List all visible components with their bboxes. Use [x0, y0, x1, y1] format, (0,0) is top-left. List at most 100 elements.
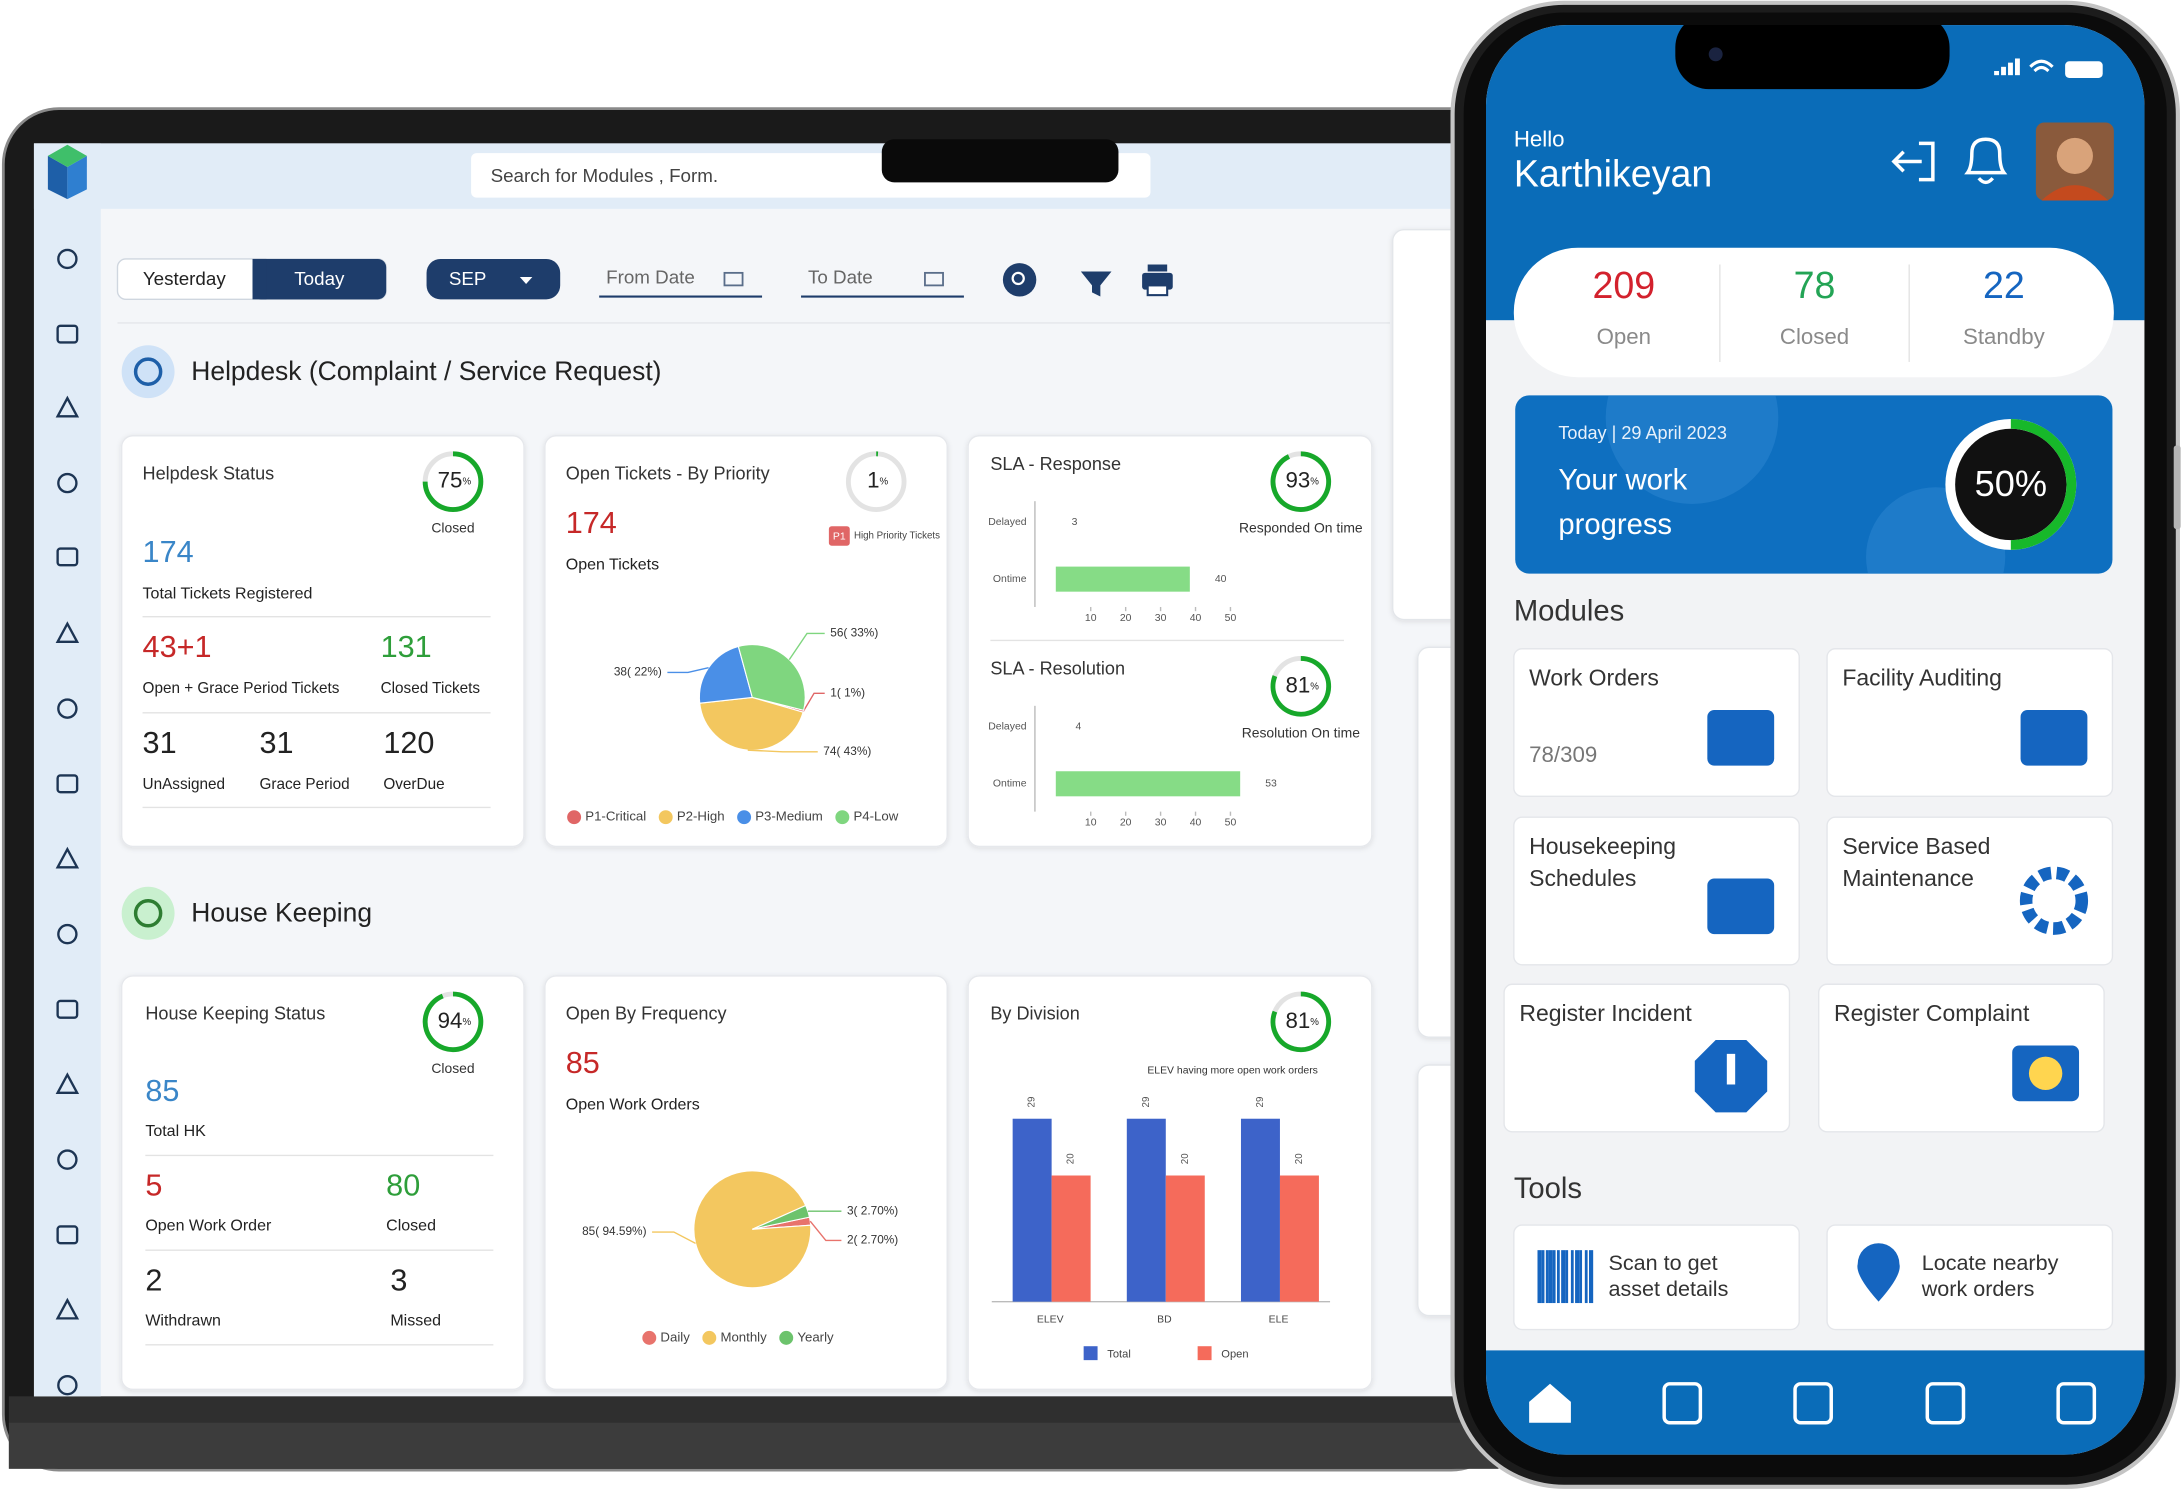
tool-card[interactable] [1826, 1224, 2114, 1331]
section-icon [121, 345, 175, 399]
filter-month: SEP [449, 268, 487, 289]
tool-name: Scan to get [1608, 1250, 1717, 1275]
card-title: By Division [990, 1004, 1079, 1024]
sidebar-icon[interactable] [55, 846, 80, 869]
nav-icon[interactable] [2056, 1382, 2097, 1425]
barcode-line [1541, 1250, 1545, 1304]
tool-name: Locate nearby [1922, 1250, 2059, 1275]
bottom-nav [1485, 1350, 2145, 1455]
metric: 174 [143, 535, 194, 569]
barcode-line [1552, 1250, 1556, 1304]
tool-name: asset details [1608, 1276, 1728, 1301]
metric-label: Open Tickets [566, 556, 659, 573]
sidebar-icon[interactable] [56, 324, 79, 344]
module-name: Schedules [1529, 865, 1636, 891]
module-icon [2019, 866, 2089, 935]
progress-arc [2010, 419, 2077, 550]
sidebar-icon[interactable] [57, 472, 78, 494]
sidebar-icon[interactable] [57, 698, 78, 719]
x-tick-label: 50 [1225, 818, 1237, 829]
sidebar-icon[interactable] [55, 1297, 80, 1320]
x-tick-label: 10 [1085, 818, 1097, 829]
barcode-line [1561, 1250, 1566, 1304]
metric: 3 [390, 1263, 407, 1297]
logo [47, 155, 68, 200]
wifi [2029, 59, 2054, 73]
metric-label: Grace Period [259, 776, 349, 793]
x-tick-label: 10 [1085, 613, 1097, 624]
barcode-line [1579, 1250, 1583, 1304]
month-select[interactable] [426, 258, 561, 300]
category-label: Ontime [993, 779, 1027, 790]
module-icon-mark [1726, 1053, 1736, 1085]
search-button[interactable] [1002, 263, 1037, 297]
badge-label: High Priority Tickets [854, 531, 940, 542]
metric: 120 [383, 726, 434, 760]
gauge-label: Responded On time [1239, 520, 1363, 536]
gauge-number: 94 [438, 1008, 463, 1033]
gauge-arc [422, 451, 484, 512]
bar-value-label: 20 [1294, 1153, 1305, 1164]
gauge-arc [1270, 656, 1332, 717]
sidebar-icon[interactable] [57, 923, 78, 945]
card-title: SLA - Response [990, 454, 1121, 474]
card-title: House Keeping Status [145, 1004, 325, 1024]
sidebar-icon[interactable] [56, 774, 79, 794]
legend-label: P4-Low [853, 809, 898, 824]
metric-label: Closed [386, 1218, 436, 1235]
metric: 2 [145, 1263, 162, 1297]
gauge-value: 81% [1285, 1008, 1319, 1033]
legend-swatch [642, 1330, 657, 1345]
logo [67, 155, 87, 200]
sidebar-icon[interactable] [57, 1149, 78, 1170]
pie-label: 2( 2.70%) [847, 1233, 898, 1247]
nav-icon[interactable] [1793, 1382, 1833, 1425]
progress-number: 50 [1975, 462, 2015, 503]
module-icon [2020, 710, 2088, 766]
legend-swatch [1083, 1346, 1098, 1361]
legend-label: Total [1107, 1349, 1131, 1361]
bar-value-label: 4 [1075, 721, 1081, 732]
filter-button[interactable] [1080, 271, 1112, 297]
module-icon [1707, 878, 1775, 935]
metric-label: Total HK [145, 1123, 206, 1140]
badge-text: P1 [833, 531, 846, 542]
module-name: Register Complaint [1834, 1000, 2030, 1026]
nav-icon[interactable] [1925, 1382, 1966, 1425]
gauge-unit: % [1310, 681, 1319, 692]
stat-label: Closed [1780, 324, 1849, 349]
bell-icon[interactable] [1964, 137, 2008, 185]
filter-yesterday: Yesterday [143, 268, 226, 289]
nav-icon[interactable] [1662, 1382, 1703, 1425]
legend-label: Open [1221, 1349, 1248, 1361]
metric-label: Closed Tickets [381, 680, 481, 697]
metric: 85 [566, 1046, 600, 1080]
progress-title: progress [1558, 509, 1672, 541]
gauge-label: Closed [431, 1060, 474, 1076]
nav-icon[interactable] [1529, 1383, 1571, 1423]
bar-value-label: 20 [1066, 1153, 1077, 1164]
sidebar-icon[interactable] [55, 1072, 80, 1095]
gauge-number: 75 [438, 468, 463, 493]
metric-label: UnAssigned [143, 776, 225, 793]
module-name: Maintenance [1842, 865, 1974, 891]
bar [1240, 1118, 1280, 1302]
category-label: ELEV [1037, 1315, 1064, 1326]
sidebar-icon[interactable] [55, 395, 80, 418]
sidebar-icon[interactable] [56, 999, 79, 1019]
sidebar-icon[interactable] [56, 547, 79, 567]
legend-label: P2-High [677, 809, 725, 824]
legend-swatch [702, 1330, 717, 1345]
legend-swatch [658, 810, 673, 825]
gauge-number: 93 [1285, 468, 1310, 493]
category-label: Delayed [988, 517, 1026, 528]
avatar-face [2056, 137, 2093, 175]
segment-active[interactable] [252, 258, 387, 300]
sidebar-icon[interactable] [57, 248, 78, 270]
sidebar-icon[interactable] [56, 1225, 79, 1245]
sidebar-icon[interactable] [57, 1374, 78, 1396]
sidebar-icon[interactable] [55, 621, 80, 643]
logout-icon[interactable] [1891, 141, 1935, 182]
